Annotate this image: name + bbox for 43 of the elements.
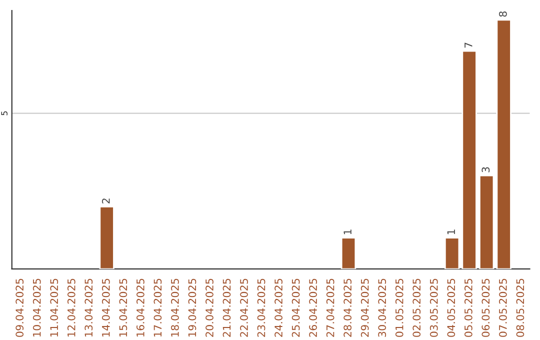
x-tick-label: 02.05.2025 — [412, 278, 421, 337]
x-tick-label: 17.04.2025 — [154, 278, 162, 336]
x-tick-label: 26.04.2025 — [309, 278, 317, 337]
x-tick-label: 28.04.2025 — [344, 278, 352, 337]
data-label: 1 — [447, 230, 455, 234]
x-tick-label: 12.04.2025 — [67, 278, 76, 336]
x-tick-label: 07.05.2025 — [498, 278, 507, 337]
y-tick-label: 5 — [1, 111, 8, 116]
x-tick-label: 11.04.2025 — [50, 278, 58, 336]
x-tick-label: 04.05.2025 — [447, 278, 456, 337]
bar — [478, 174, 494, 269]
x-tick-label: 08.05.2025 — [516, 278, 524, 337]
x-tick-label: 30.04.2025 — [378, 278, 386, 337]
x-tick-label: 01.05.2025 — [395, 278, 404, 337]
bar — [496, 19, 512, 269]
x-tick-label: 25.04.2025 — [292, 278, 300, 337]
data-label: 8 — [498, 11, 507, 17]
x-tick-label: 24.04.2025 — [274, 278, 282, 337]
x-tick-label: 13.04.2025 — [84, 278, 93, 336]
x-tick-label: 16.04.2025 — [136, 278, 144, 336]
x-tick-label: 06.05.2025 — [482, 278, 490, 337]
x-tick-label: 14.04.2025 — [102, 278, 110, 336]
bar — [462, 50, 477, 269]
x-tick-label: 03.05.2025 — [430, 278, 438, 337]
x-tick-label: 18.04.2025 — [171, 278, 179, 336]
x-tick-label: 05.05.2025 — [464, 278, 472, 337]
bar — [99, 206, 114, 269]
data-label: 3 — [482, 167, 490, 172]
x-tick-label: 27.04.2025 — [326, 278, 334, 337]
data-label: 7 — [464, 42, 472, 48]
x-tick-label: 21.04.2025 — [222, 278, 231, 337]
x-tick-label: 15.04.2025 — [119, 278, 128, 336]
x-tick-label: 10.04.2025 — [32, 278, 41, 336]
x-tick-label: 22.04.2025 — [240, 278, 248, 337]
x-tick-label: 23.04.2025 — [257, 278, 266, 337]
x-tick-label: 19.04.2025 — [188, 278, 196, 336]
bar — [444, 237, 460, 269]
data-label: 1 — [344, 230, 352, 234]
bar — [340, 237, 356, 269]
x-tick-label: 20.04.2025 — [206, 278, 214, 337]
x-tick-label: 09.04.2025 — [16, 278, 24, 337]
data-label: 2 — [102, 198, 110, 204]
x-tick-label: 29.04.2025 — [360, 278, 369, 337]
